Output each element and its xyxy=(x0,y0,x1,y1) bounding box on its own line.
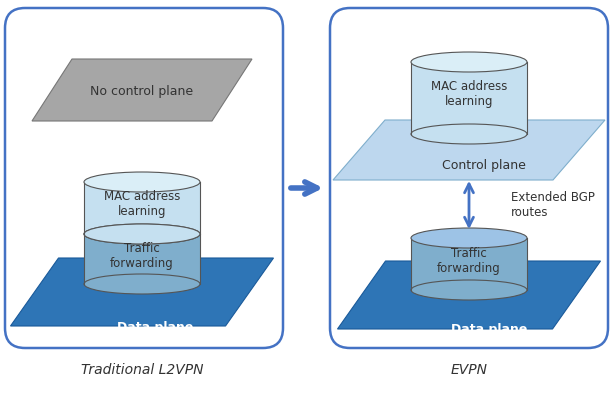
Text: MAC address
learning: MAC address learning xyxy=(104,190,180,218)
Polygon shape xyxy=(411,62,527,134)
FancyBboxPatch shape xyxy=(5,8,283,348)
Polygon shape xyxy=(338,261,601,329)
FancyBboxPatch shape xyxy=(330,8,608,348)
Text: No control plane: No control plane xyxy=(91,85,194,98)
Polygon shape xyxy=(10,258,273,326)
Text: Data plane: Data plane xyxy=(451,324,527,337)
Polygon shape xyxy=(84,234,200,284)
Ellipse shape xyxy=(84,224,200,244)
Ellipse shape xyxy=(84,172,200,192)
Ellipse shape xyxy=(411,52,527,72)
Polygon shape xyxy=(32,59,252,121)
Text: EVPN: EVPN xyxy=(451,363,487,377)
Text: Traffic
forwarding: Traffic forwarding xyxy=(110,242,174,270)
Polygon shape xyxy=(333,120,605,180)
Text: Data plane: Data plane xyxy=(117,322,193,335)
Polygon shape xyxy=(411,238,527,290)
Ellipse shape xyxy=(411,228,527,248)
Text: Extended BGP
routes: Extended BGP routes xyxy=(511,191,595,219)
Ellipse shape xyxy=(84,224,200,244)
Text: MAC address
learning: MAC address learning xyxy=(431,80,507,108)
Text: Traffic
forwarding: Traffic forwarding xyxy=(437,247,501,275)
Ellipse shape xyxy=(411,280,527,300)
Ellipse shape xyxy=(411,124,527,144)
Text: Control plane: Control plane xyxy=(442,160,526,173)
Ellipse shape xyxy=(84,274,200,294)
Text: Traditional L2VPN: Traditional L2VPN xyxy=(81,363,204,377)
Polygon shape xyxy=(84,182,200,234)
